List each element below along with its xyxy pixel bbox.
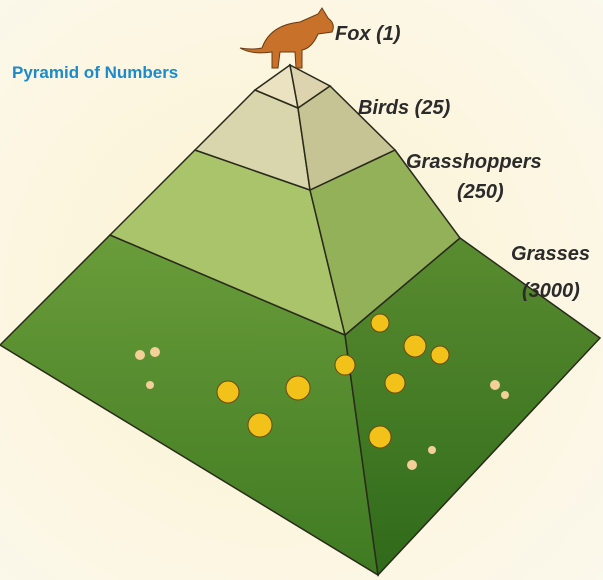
level-label: Grasses [511,243,590,265]
level-label: (3000) [522,280,580,302]
level-label: (250) [457,181,504,203]
level-label: Fox (1) [335,23,401,45]
level-label: Grasshoppers [406,151,542,173]
level-label: Birds (25) [358,97,451,119]
title: Pyramid of Numbers [12,63,178,82]
diagram: Pyramid of Numbers Fox (1) Birds (25) Gr… [0,0,603,580]
